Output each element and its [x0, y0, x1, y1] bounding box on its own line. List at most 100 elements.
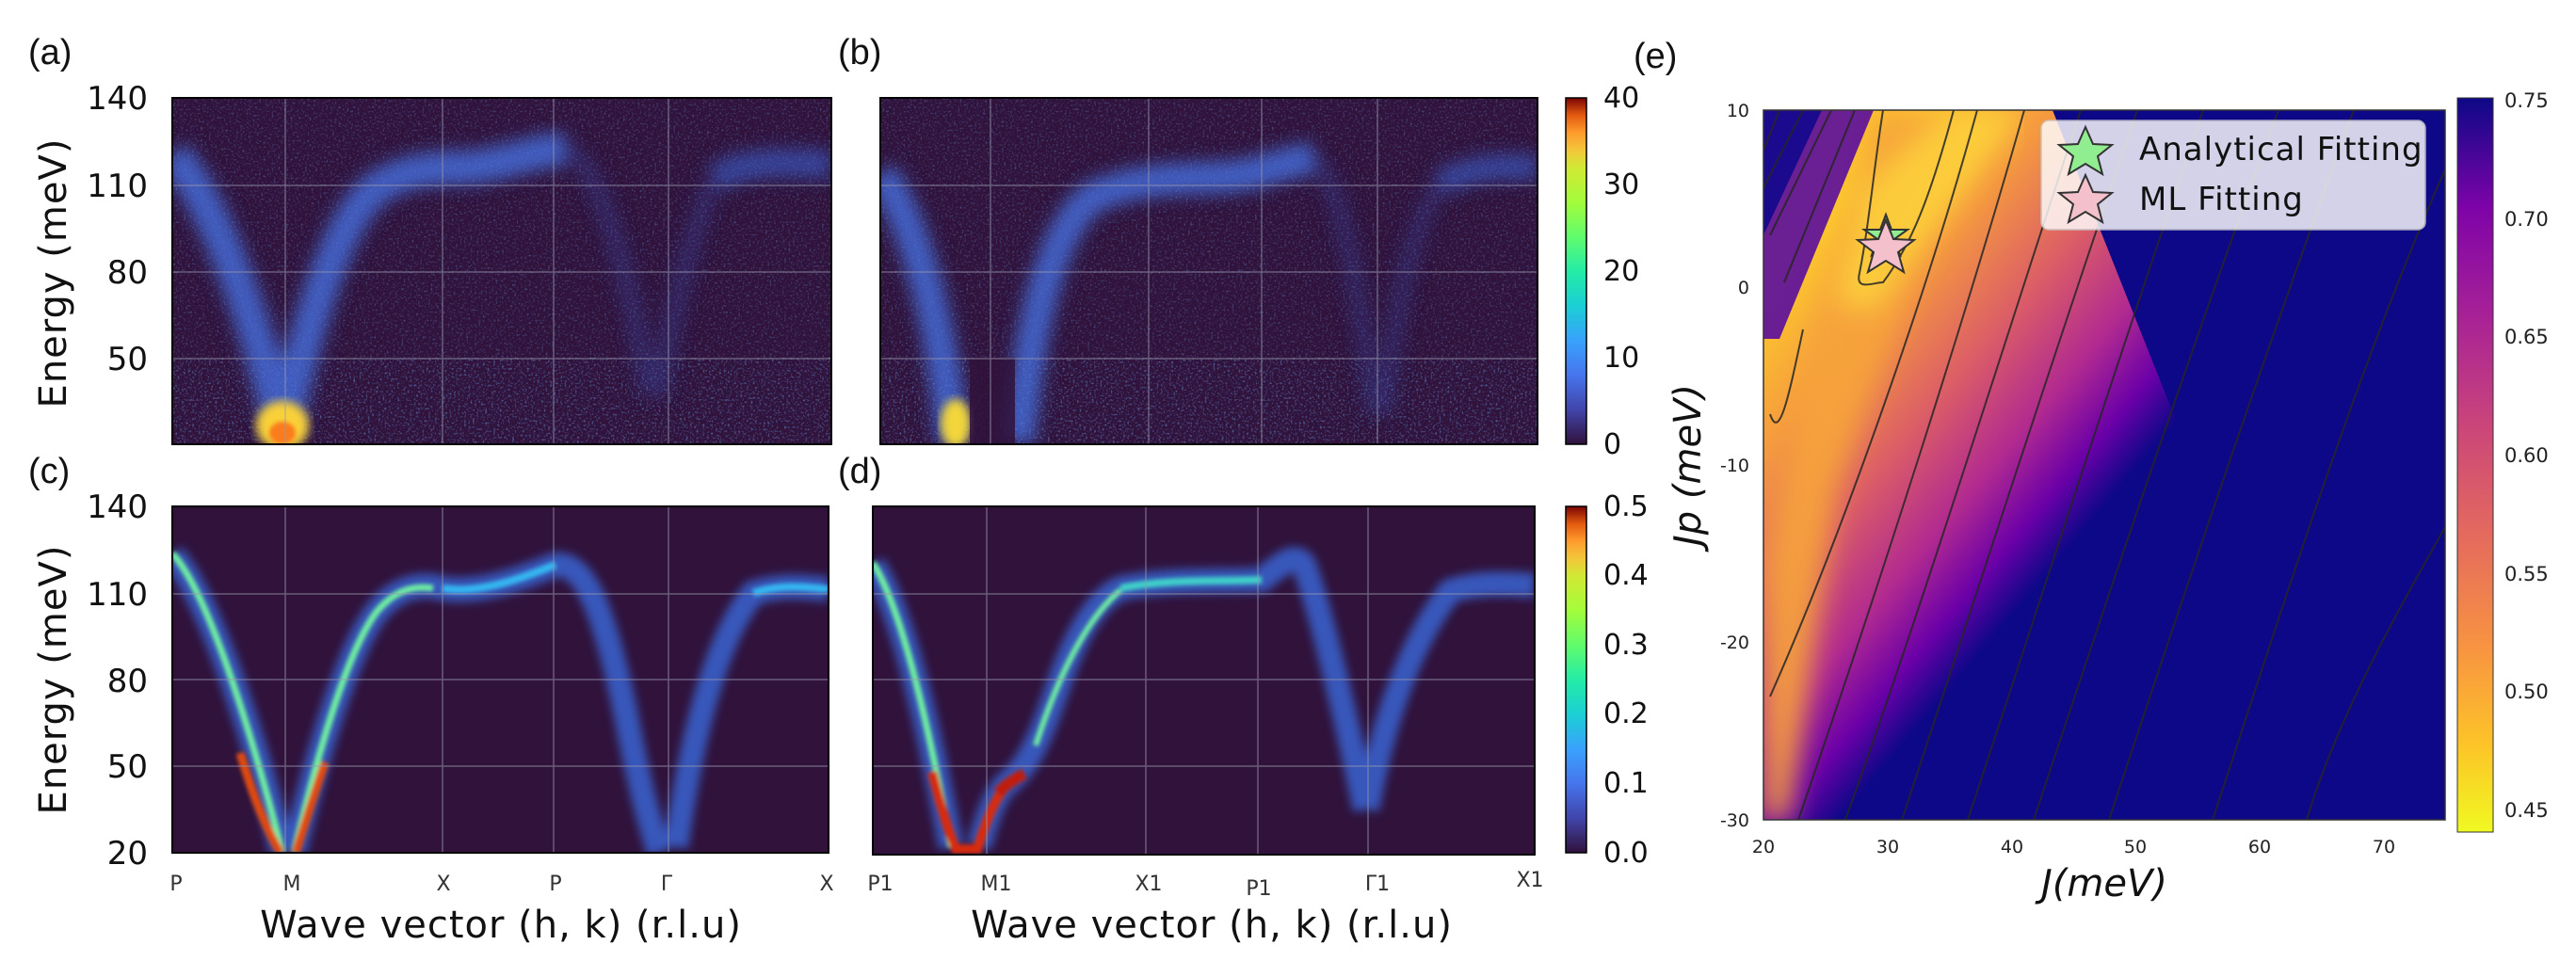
- panel-c-ytick: 140: [87, 488, 148, 526]
- colorbar-e-tick: 0.55: [2504, 563, 2549, 585]
- panel-e-ytick: -30: [1720, 810, 1749, 831]
- panel-c-xtick: P: [549, 873, 561, 896]
- panel-a-heatmap: [171, 97, 832, 445]
- panel-d-xtick: P1: [1246, 877, 1271, 901]
- panel-a-hotspot-core: [269, 422, 296, 444]
- colorbar-b-scale: [1565, 97, 1587, 445]
- panel-c-ytick: 50: [107, 748, 148, 786]
- panel-a-frame: [171, 97, 832, 445]
- panel-d-x-axis: P1 M1 X1 P1 Γ1 X1 Wave vector (h, k) (r.…: [867, 869, 1543, 947]
- ml-fitting-star: [1855, 217, 1917, 275]
- panel-c-xtick: X: [819, 873, 833, 896]
- panel-c-xtick: P: [169, 873, 182, 896]
- panel-e-xtick: 70: [2373, 837, 2395, 857]
- colorbar-e-tick: 0.45: [2504, 799, 2549, 822]
- panel-d-heatmap: [872, 505, 1536, 856]
- panel-d-grid: [873, 506, 1535, 855]
- panel-label-a: (a): [28, 33, 72, 72]
- colorbar-b-tick: 10: [1603, 342, 1639, 375]
- colorbar-e-tick: 0.50: [2504, 681, 2549, 703]
- panel-e-ytick: 0: [1738, 278, 1749, 298]
- colorbar-b-tick: 0: [1603, 428, 1621, 461]
- panel-a-ylabel: Energy (meV): [32, 138, 75, 408]
- legend-analytical-label: Analytical Fitting: [2139, 131, 2423, 168]
- legend-box: [2040, 120, 2426, 231]
- panel-d-xtick: P1: [867, 873, 893, 896]
- legend-analytical-star-icon: [2056, 124, 2115, 177]
- colorbar-d-tick: 0.5: [1603, 490, 1649, 523]
- panel-b-intensity-band: [880, 142, 1538, 444]
- panel-b-hotspot: [941, 399, 971, 444]
- panel-a-ytick: 110: [87, 168, 148, 205]
- panel-label-d: (d): [838, 452, 881, 491]
- panel-d-xtick: X1: [1135, 873, 1162, 896]
- panel-c-frame: [171, 505, 829, 854]
- panel-d-xtick: Γ1: [1365, 873, 1390, 896]
- panel-c-x-axis: P M X P Γ X Wave vector (h, k) (r.l.u): [169, 873, 833, 947]
- panel-e-xtick: 60: [2248, 837, 2271, 857]
- panel-e-corner: [1763, 110, 1822, 235]
- panel-c-xtick: M: [283, 873, 301, 896]
- panel-d-background: [873, 506, 1535, 855]
- panel-e-xtick: 40: [2001, 837, 2023, 857]
- panel-c-ylabel: Energy (meV): [32, 545, 75, 815]
- panel-a-grid: [172, 98, 831, 444]
- panel-label-b: (b): [838, 33, 881, 72]
- colorbar-d-tick: 0.0: [1603, 837, 1649, 870]
- colorbar-b-tick: 20: [1603, 255, 1639, 288]
- panel-d-xtick: M1: [981, 873, 1012, 896]
- panel-label-e: (e): [1634, 37, 1677, 76]
- panel-c-xlabel: Wave vector (h, k) (r.l.u): [260, 904, 742, 947]
- panel-e-ytick: -10: [1720, 456, 1749, 476]
- panel-a-ytick: 50: [107, 341, 148, 378]
- panel-d-xtick: X1: [1516, 869, 1543, 892]
- colorbar-d-tick: 0.2: [1603, 697, 1649, 730]
- panel-e-xtick: 30: [1876, 837, 1899, 857]
- panel-c-grid: [172, 506, 829, 853]
- panel-label-c: (c): [28, 452, 70, 491]
- panel-e-xtick: 50: [2124, 837, 2147, 857]
- legend-ml-label: ML Fitting: [2139, 181, 2304, 218]
- panel-e-xtick: 20: [1752, 837, 1775, 857]
- colorbar-d-scale: [1565, 505, 1587, 854]
- panel-c-xtick: X: [436, 873, 450, 896]
- panel-e-colorbar: 0.75 0.70 0.65 0.60 0.55 0.50 0.45: [2456, 89, 2549, 833]
- panel-b-gap: [970, 358, 1015, 444]
- colorbar-d-tick: 0.1: [1603, 767, 1649, 800]
- panel-e-legend: Analytical Fitting ML Fitting: [2040, 120, 2426, 231]
- panel-c-heatmap: [171, 505, 829, 854]
- panel-d-colorbar: 0.5 0.4 0.3 0.2 0.1 0.0: [1565, 490, 1649, 870]
- panel-e-heatmap: Analytical Fitting ML Fitting: [1763, 109, 2446, 821]
- panel-c-ytick: 110: [87, 576, 148, 614]
- colorbar-b-tick: 30: [1603, 168, 1639, 201]
- panel-e-y-axis: 10 0 -10 -20 -30 Jp (meV): [1666, 101, 1749, 831]
- colorbar-e-tick: 0.75: [2504, 89, 2549, 112]
- colorbar-b-tick: 40: [1603, 82, 1639, 115]
- panel-a-ytick: 80: [107, 254, 148, 292]
- panel-a-ytick: 140: [87, 80, 148, 118]
- panel-e-ylabel: Jp (meV): [1666, 384, 1710, 553]
- colorbar-e-scale: [2456, 97, 2494, 833]
- colorbar-d-tick: 0.4: [1603, 559, 1649, 592]
- colorbar-e-tick: 0.65: [2504, 326, 2549, 348]
- panel-c-ytick: 20: [107, 835, 148, 873]
- panel-c-xtick: Γ: [661, 873, 673, 896]
- panel-d-band-core: [873, 561, 1263, 854]
- panel-d-frame: [872, 505, 1536, 856]
- panel-c-ytick: 80: [107, 663, 148, 700]
- colorbar-d-tick: 0.3: [1603, 629, 1649, 662]
- panel-b-colorbar: 40 30 20 10 0: [1565, 82, 1639, 461]
- panel-b-frame: [879, 97, 1538, 445]
- panel-e-xlabel: J(meV): [2035, 862, 2167, 905]
- panel-e-frame: [1763, 109, 2446, 821]
- panel-a-y-axis: 140 110 80 50 Energy (meV): [32, 80, 148, 408]
- panel-d-xlabel: Wave vector (h, k) (r.l.u): [971, 904, 1453, 947]
- panel-b-heatmap: [879, 97, 1538, 445]
- colorbar-e-tick: 0.60: [2504, 444, 2549, 467]
- panel-c-band-core: [172, 551, 829, 853]
- panel-e-ytick: 10: [1727, 101, 1749, 121]
- panel-b-grid: [880, 98, 1538, 444]
- panel-e-ytick: -20: [1720, 633, 1749, 653]
- legend-ml-star-icon: [2056, 172, 2115, 225]
